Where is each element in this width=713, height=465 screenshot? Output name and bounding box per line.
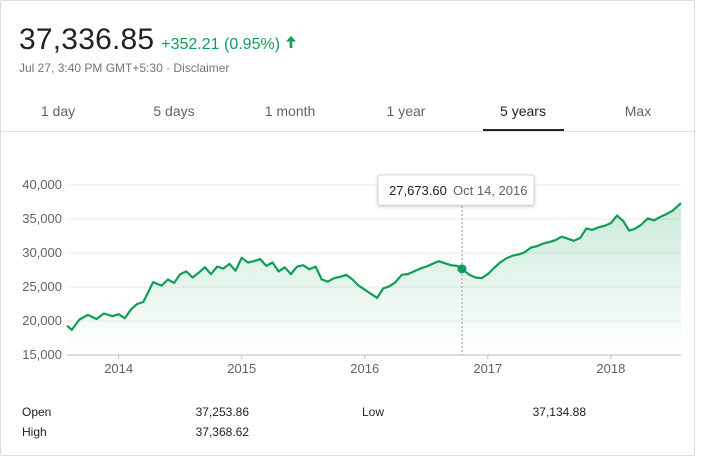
- tab-1-year[interactable]: 1 year: [386, 103, 426, 119]
- chart-series-line: [66, 202, 682, 331]
- tab-max[interactable]: Max: [624, 103, 652, 119]
- tooltip-date: Oct 14, 2016: [453, 183, 527, 198]
- range-tabs: 1 day 5 days 1 month 1 year 5 years Max: [1, 91, 696, 132]
- chart-area-fill: [67, 203, 681, 355]
- stock-card: 37,336.85 +352.21 (0.95%) Jul 27, 3:40 P…: [0, 0, 696, 456]
- price-change: +352.21 (0.95%): [161, 36, 281, 53]
- x-tick-label: 2018: [596, 361, 625, 376]
- hover-point: [457, 264, 467, 274]
- tab-5-years[interactable]: 5 years: [500, 103, 546, 119]
- chart-tooltip: 27,673.60 Oct 14, 2016: [377, 174, 535, 206]
- tab-5-days[interactable]: 5 days: [153, 103, 195, 119]
- y-tick-label: 15,000: [22, 347, 62, 362]
- y-tick-label: 25,000: [22, 279, 62, 294]
- open-value: 37,253.86: [195, 405, 249, 419]
- low-label: Low: [362, 405, 385, 419]
- x-tick-label: 2014: [104, 361, 133, 376]
- arrow-up-icon: [286, 36, 297, 48]
- x-tick-label: 2017: [473, 361, 502, 376]
- price-chart[interactable]: 40,000 35,000 30,000 25,000 20,000 15,000 201…: [1, 132, 696, 390]
- y-tick-label: 20,000: [22, 313, 62, 328]
- x-tick-label: 2016: [350, 361, 379, 376]
- current-price: 37,336.85: [19, 23, 155, 56]
- y-tick-label: 40,000: [22, 177, 62, 192]
- tooltip-value: 27,673.60: [389, 183, 447, 198]
- y-tick-label: 30,000: [22, 245, 62, 260]
- open-label: Open: [22, 405, 52, 419]
- y-tick-label: 35,000: [22, 211, 62, 226]
- divider: [1, 131, 696, 132]
- x-tick-label: 2015: [227, 361, 256, 376]
- active-tab-indicator: [483, 129, 564, 132]
- high-value: 37,368.62: [195, 425, 249, 439]
- tab-1-month[interactable]: 1 month: [264, 103, 316, 119]
- quote-header: 37,336.85 +352.21 (0.95%): [19, 23, 297, 57]
- tab-1-day[interactable]: 1 day: [40, 103, 76, 119]
- quote-timestamp: Jul 27, 3:40 PM GMT+5:30 · Disclaimer: [19, 61, 230, 75]
- high-label: High: [22, 425, 47, 439]
- low-value: 37,134.88: [532, 405, 586, 419]
